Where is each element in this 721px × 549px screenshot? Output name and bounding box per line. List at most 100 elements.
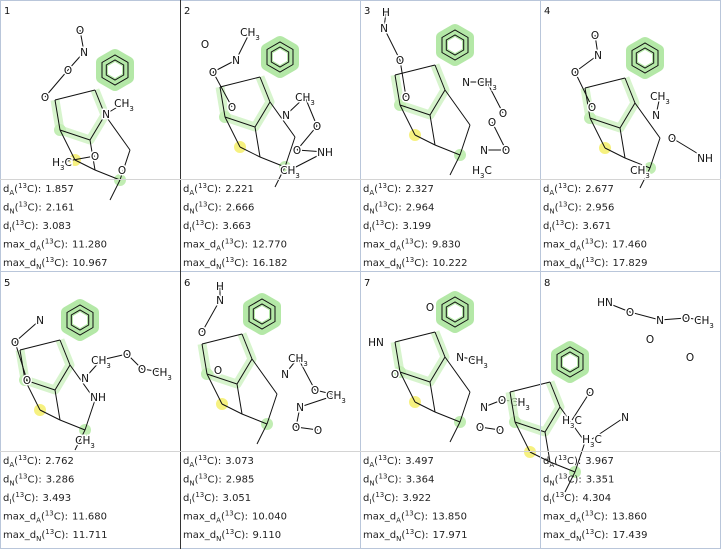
atom-label: N (281, 369, 289, 381)
bond (671, 137, 706, 159)
metric-value: 10.967 (72, 258, 107, 269)
metric: max_dA(13C): 17.460 (543, 238, 647, 253)
bond (59, 129, 76, 161)
atom-label: N (102, 109, 110, 121)
atom-label: O (292, 422, 300, 434)
metric-paren: ( (401, 530, 405, 541)
metric-superscript: 13 (559, 473, 568, 481)
metric-element: C): (54, 512, 68, 523)
bond (67, 51, 85, 71)
metric-value: 17.829 (612, 258, 647, 269)
metric-value: 3.364 (406, 475, 435, 486)
metric-superscript: 13 (45, 528, 54, 536)
metric: dI(13C): 3.083 (3, 219, 71, 234)
metric-value: 11.680 (72, 512, 107, 523)
atom-label: O (76, 25, 84, 37)
bond (459, 356, 479, 361)
bond (414, 134, 436, 146)
cell-number: 8 (544, 278, 550, 289)
metric-name: max_d (543, 258, 576, 269)
metric-name: d (543, 203, 549, 214)
bond (39, 409, 61, 421)
bond (212, 59, 237, 73)
bond (486, 81, 504, 114)
bond (254, 101, 271, 128)
atom-label: N (480, 145, 488, 157)
atom-label: H (382, 7, 390, 19)
atom-label: O (91, 151, 99, 163)
bond (445, 301, 465, 323)
bond (619, 127, 626, 159)
metric: max_dA(13C): 13.860 (543, 510, 647, 525)
metric-name: max_d (3, 258, 36, 269)
bond (314, 389, 337, 396)
metric: max_dN(13C): 9.110 (183, 528, 281, 543)
metric-subscript: N (369, 480, 374, 488)
metric-paren: ( (191, 221, 195, 232)
metric-superscript: 13 (405, 238, 414, 246)
metric-name: d (3, 203, 9, 214)
bond (94, 89, 106, 116)
metric-subscript: A (9, 461, 14, 469)
bond (285, 96, 306, 116)
metric-element: C): (387, 203, 401, 214)
bond (289, 151, 326, 171)
metric-name: max_d (543, 240, 576, 251)
bond (429, 381, 436, 413)
metric: dA(13C): 3.497 (363, 454, 434, 469)
atom-label: O (588, 102, 596, 114)
metric-subscript: I (189, 498, 191, 506)
metric-paren: ( (41, 530, 45, 541)
bond (44, 69, 69, 98)
bond (434, 331, 446, 358)
metric-superscript: 13 (555, 219, 564, 227)
metric-superscript: 13 (558, 454, 567, 462)
bond (59, 129, 91, 141)
atom-label: O (209, 67, 217, 79)
metric-value: 2.677 (585, 184, 614, 195)
bond (224, 116, 256, 128)
metric-paren: ( (191, 493, 195, 504)
metric-superscript: 13 (45, 256, 54, 264)
bond (445, 34, 465, 56)
metric-subscript: I (9, 226, 11, 234)
metric-element: C): (414, 240, 428, 251)
bond (269, 101, 296, 138)
bond (61, 155, 96, 163)
bond (206, 373, 223, 405)
atom-label: NH (697, 153, 713, 165)
metric-subscript: A (549, 461, 554, 469)
bond (270, 46, 290, 68)
atom-label: O (591, 30, 599, 42)
atom-label: HN (368, 337, 384, 349)
metric-superscript: 13 (18, 454, 27, 462)
bond (584, 77, 626, 89)
metric: max_dN(13C): 10.967 (3, 256, 107, 271)
bond (266, 41, 294, 73)
atom-label: O (502, 145, 510, 157)
metric-value: 2.161 (46, 203, 75, 214)
metric: max_dA(13C): 10.040 (183, 510, 287, 525)
bond (559, 406, 586, 443)
metric-paren: ( (581, 240, 585, 251)
metric-paren: ( (41, 258, 45, 269)
atom-label: O (646, 334, 654, 346)
atom-label: CH3 (75, 435, 95, 450)
bond (284, 357, 299, 375)
metric-value: 10.040 (252, 512, 287, 523)
metric-paren: ( (371, 493, 375, 504)
metric-name: d (363, 184, 369, 195)
atom-label: H3C (562, 415, 582, 430)
bond (254, 126, 261, 158)
bond (399, 104, 416, 136)
bond (449, 154, 461, 176)
metric-subscript: N (369, 208, 374, 216)
metric-element: C): (27, 203, 41, 214)
bond (304, 96, 318, 127)
bond (549, 461, 576, 473)
atom-label: O (402, 92, 410, 104)
metric-superscript: 13 (405, 256, 414, 264)
